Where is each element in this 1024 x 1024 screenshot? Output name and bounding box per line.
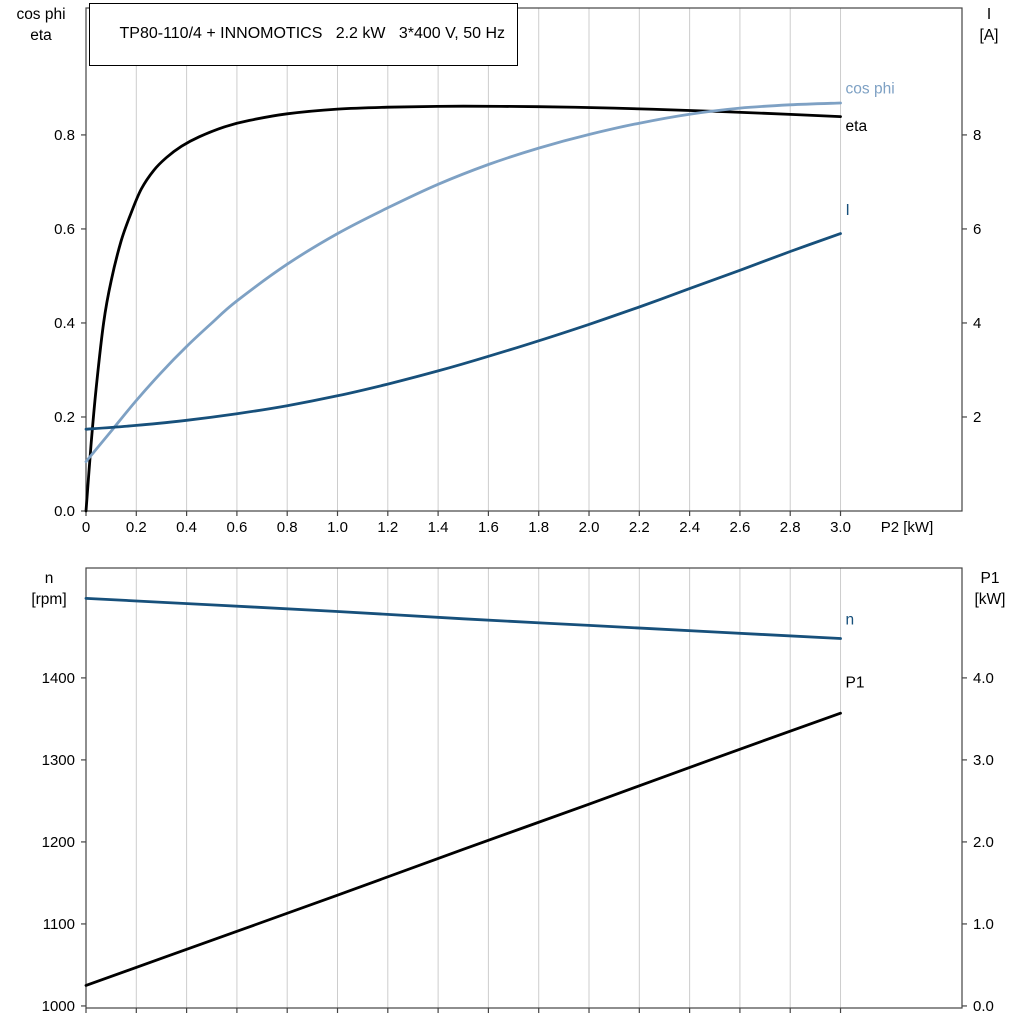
- y-left-tick-label: 0.6: [54, 221, 75, 238]
- x-axis-label: P2 [kW]: [881, 519, 934, 536]
- y-left-tick-label: 0.4: [54, 315, 75, 332]
- y-left-tick-label: 1000: [42, 998, 75, 1015]
- axis-title-line: cos phi: [16, 6, 66, 23]
- y-left-tick-label: 1300: [42, 752, 75, 769]
- curve-label-cos-phi: cos phi: [846, 81, 895, 98]
- x-tick-label: 0.4: [176, 519, 197, 536]
- x-tick-label: 0.8: [277, 519, 298, 536]
- top-left-axis-title: cos phi eta: [4, 4, 78, 46]
- y-right-tick-label: 3.0: [973, 752, 994, 769]
- curve-label-current: I: [846, 202, 850, 219]
- y-right-tick-label: 6: [973, 221, 981, 238]
- x-tick-label: 2.2: [629, 519, 650, 536]
- x-tick-label: 3.0: [830, 519, 851, 536]
- y-right-tick-label: 8: [973, 127, 981, 144]
- plot-frame: [85, 567, 963, 1009]
- x-tick-label: 2.8: [780, 519, 801, 536]
- curve-eta: [84, 104, 842, 513]
- x-tick-label: 0.6: [226, 519, 247, 536]
- x-tick-label: 1.6: [478, 519, 499, 536]
- axis-title-line: [kW]: [974, 591, 1006, 608]
- x-tick-label: 1.2: [377, 519, 398, 536]
- axis-title-line: I: [986, 6, 992, 23]
- chart-title-box: TP80-110/4 + INNOMOTICS 2.2 kW 3*400 V, …: [89, 3, 518, 66]
- curve-label-speed: n: [846, 612, 855, 629]
- x-tick-label: 2.6: [729, 519, 750, 536]
- axis-title-line: eta: [30, 27, 52, 44]
- y-left-tick-label: 1400: [42, 670, 75, 687]
- top-right-axis-title: I [A]: [966, 4, 1012, 46]
- curve-label-p1: P1: [846, 675, 865, 692]
- x-tick-label: 2.0: [579, 519, 600, 536]
- curve-cos-phi: [84, 101, 842, 464]
- x-tick-label: 1.0: [327, 519, 348, 536]
- y-right-tick-label: 0.0: [973, 998, 994, 1015]
- chart-title: TP80-110/4 + INNOMOTICS 2.2 kW 3*400 V, …: [119, 25, 506, 42]
- axis-title-line: [rpm]: [31, 591, 67, 608]
- y-right-tick-label: 2: [973, 409, 981, 426]
- curve-speed: [84, 596, 842, 640]
- x-tick-label: 0.2: [126, 519, 147, 536]
- plot-frame: [85, 7, 963, 512]
- y-left-tick-label: 1200: [42, 834, 75, 851]
- y-right-tick-label: 4: [973, 315, 981, 332]
- axis-title-line: [A]: [979, 27, 999, 44]
- y-right-tick-label: 4.0: [973, 670, 994, 687]
- x-tick-label: 1.4: [428, 519, 449, 536]
- x-tick-label: 2.4: [679, 519, 700, 536]
- bottom-right-axis-title: P1 [kW]: [962, 568, 1018, 610]
- x-tick-label: 0: [82, 519, 90, 536]
- y-left-tick-label: 0.0: [54, 503, 75, 520]
- curve-current: [84, 232, 842, 431]
- y-left-tick-label: 0.8: [54, 127, 75, 144]
- axis-title-line: P1: [980, 570, 1000, 587]
- bottom-left-axis-title: n [rpm]: [20, 568, 78, 610]
- y-left-tick-label: 1100: [43, 916, 75, 933]
- axis-title-line: n: [44, 570, 54, 587]
- x-tick-label: 1.8: [528, 519, 549, 536]
- curve-label-eta: eta: [846, 118, 868, 135]
- y-right-tick-label: 2.0: [973, 834, 994, 851]
- y-right-tick-label: 1.0: [973, 916, 994, 933]
- y-left-tick-label: 0.2: [54, 409, 75, 426]
- curve-p1: [84, 711, 842, 987]
